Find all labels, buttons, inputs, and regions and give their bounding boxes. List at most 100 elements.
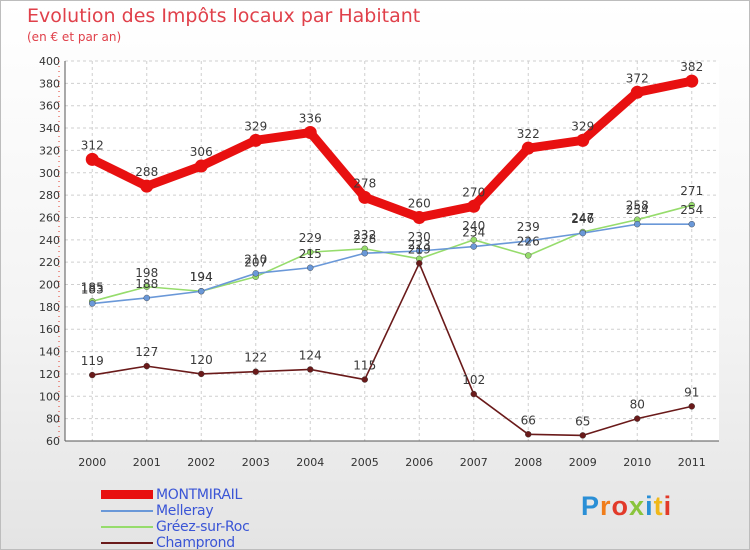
brand-letter: t	[653, 491, 664, 521]
data-label-montmirail: 336	[299, 112, 322, 126]
data-label-champrond: 80	[630, 398, 645, 412]
data-point-champrond	[525, 431, 532, 438]
data-point-montmirail	[194, 159, 208, 173]
data-point-melleray	[416, 247, 423, 255]
data-point-gr-ez-sur-roc	[688, 201, 695, 209]
y-tick-label: 360	[39, 100, 60, 113]
data-point-montmirail	[249, 133, 263, 147]
data-label-montmirail: 329	[571, 119, 594, 133]
data-label-gr-ez-sur-roc: 232	[353, 228, 376, 242]
data-point-melleray	[525, 237, 532, 245]
y-tick-label: 200	[39, 279, 60, 292]
brand-letter: P	[581, 491, 601, 521]
x-tick-label: 2002	[187, 456, 215, 469]
data-label-melleray: 215	[299, 247, 322, 261]
x-tick-label: 2004	[296, 456, 324, 469]
y-tick-label: 380	[39, 77, 60, 90]
x-tick-label: 2005	[351, 456, 379, 469]
proxiti-logo: Proxiti	[581, 491, 672, 522]
y-tick-label: 280	[39, 189, 60, 202]
data-point-montmirail	[521, 141, 535, 155]
data-point-champrond	[198, 370, 205, 378]
data-label-champrond: 65	[575, 414, 590, 428]
data-point-champrond	[252, 368, 259, 375]
data-point-montmirail	[685, 74, 699, 88]
data-label-gr-ez-sur-roc: 194	[190, 270, 213, 284]
legend-label-greez-sur-roc: Gréez-sur-Roc	[156, 519, 250, 535]
data-point-melleray	[634, 220, 641, 228]
data-label-champrond: 124	[299, 348, 322, 362]
data-point-champrond	[579, 432, 586, 439]
data-point-montmirail	[85, 152, 99, 166]
x-tick-label: 2000	[78, 456, 106, 469]
data-point-montmirail	[630, 85, 644, 99]
data-label-montmirail: 312	[81, 138, 104, 152]
y-tick-label: 80	[46, 413, 60, 426]
data-label-gr-ez-sur-roc: 226	[517, 234, 540, 248]
data-label-champrond: 219	[408, 242, 431, 256]
data-label-montmirail: 270	[462, 185, 485, 199]
data-point-melleray	[89, 300, 96, 307]
data-label-champrond: 119	[81, 354, 104, 368]
y-tick-label: 260	[39, 211, 60, 224]
data-point-melleray	[361, 250, 368, 257]
data-point-gr-ez-sur-roc	[307, 248, 314, 256]
data-label-melleray: 254	[680, 203, 703, 217]
y-tick-label: 60	[46, 435, 60, 448]
legend-swatch-greez-sur-roc	[101, 526, 153, 528]
data-point-melleray	[198, 288, 205, 295]
data-point-montmirail	[303, 126, 317, 140]
x-tick-label: 2008	[514, 456, 542, 469]
data-label-montmirail: 372	[626, 71, 649, 85]
y-tick-label: 340	[39, 122, 60, 135]
x-tick-label: 2001	[133, 456, 161, 469]
data-label-melleray: 246	[571, 212, 594, 226]
data-label-melleray: 239	[517, 220, 540, 234]
legend-swatch-champrond	[101, 542, 153, 544]
data-label-champrond: 127	[135, 345, 158, 359]
data-point-montmirail	[467, 199, 481, 213]
data-label-champrond: 91	[684, 385, 699, 399]
data-point-melleray	[252, 270, 259, 277]
data-label-gr-ez-sur-roc: 223	[408, 238, 431, 252]
data-point-melleray	[143, 294, 150, 302]
legend-label-montmirail: MONTMIRAIL	[156, 487, 242, 503]
data-label-melleray: 210	[244, 252, 267, 266]
data-label-gr-ez-sur-roc: 229	[299, 231, 322, 245]
y-tick-label: 160	[39, 323, 60, 336]
data-point-champrond	[89, 371, 96, 379]
data-label-melleray: 254	[626, 203, 649, 217]
data-label-melleray: 194	[190, 270, 213, 284]
data-point-gr-ez-sur-roc	[470, 236, 477, 244]
data-point-champrond	[470, 390, 477, 398]
chart-subtitle: (en € et par an)	[27, 30, 122, 44]
data-label-gr-ez-sur-roc: 198	[135, 266, 158, 280]
data-point-champrond	[688, 403, 695, 410]
y-tick-label: 140	[39, 346, 60, 359]
brand-letter: x	[629, 491, 646, 521]
data-label-champrond: 120	[190, 353, 213, 367]
legend-label-champrond: Champrond	[156, 535, 235, 550]
x-tick-label: 2006	[405, 456, 433, 469]
brand-letter: o	[611, 491, 630, 521]
data-label-montmirail: 322	[517, 127, 540, 141]
data-label-melleray: 183	[81, 283, 104, 297]
data-label-montmirail: 260	[408, 196, 431, 210]
x-tick-label: 2003	[242, 456, 270, 469]
data-label-melleray: 228	[353, 232, 376, 246]
data-label-montmirail: 306	[190, 145, 213, 159]
data-label-gr-ez-sur-roc: 247	[571, 211, 594, 225]
data-point-gr-ez-sur-roc	[525, 252, 532, 259]
legend-swatch-melleray	[101, 510, 153, 512]
data-label-melleray: 188	[135, 277, 158, 291]
data-label-gr-ez-sur-roc: 240	[462, 219, 485, 233]
y-tick-label: 300	[39, 167, 60, 180]
x-tick-label: 2007	[460, 456, 488, 469]
y-tick-label: 240	[39, 234, 60, 247]
y-tick-label: 220	[39, 256, 60, 269]
x-tick-label: 2011	[678, 456, 706, 469]
data-label-champrond: 66	[521, 413, 536, 427]
legend-swatch-montmirail	[101, 490, 153, 499]
data-point-melleray	[688, 220, 695, 228]
